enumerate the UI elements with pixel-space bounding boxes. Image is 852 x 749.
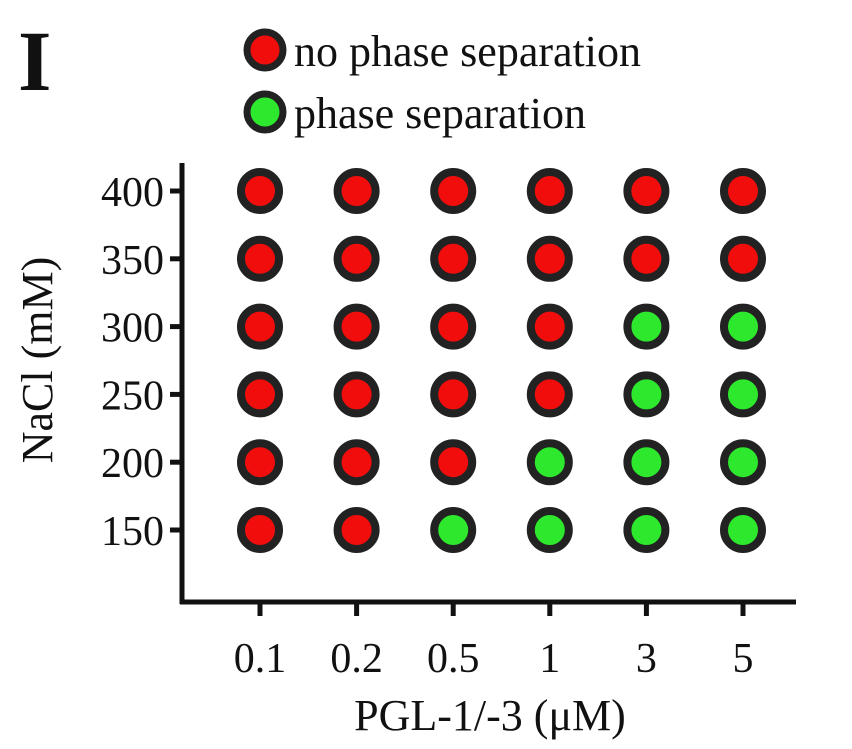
legend-label-no-phase-separation: no phase separation: [294, 27, 641, 76]
data-point: no phase separation: [333, 507, 380, 553]
data-point: no phase separation: [720, 168, 766, 214]
x-ticks: 0.1 0.2 0.5 1 3 5: [234, 602, 754, 682]
x-tick-label: 0.1: [234, 636, 287, 682]
data-point: no phase separation: [237, 235, 283, 282]
y-tick-label: 300: [101, 306, 164, 352]
legend: no phase separation phase separation: [243, 27, 641, 138]
data-point: phase separation: [720, 507, 766, 553]
data-point: no phase separation: [333, 303, 380, 350]
data-point: no phase separation: [237, 168, 283, 214]
data-point: no phase separation: [333, 235, 380, 282]
data-points: no phase separation no phase separation ph…: [237, 168, 766, 553]
y-ticks: 150 200 250 300 350 400: [101, 170, 182, 555]
data-point: no phase separation: [237, 507, 283, 553]
data-point: no phase separation: [430, 303, 477, 350]
data-point: no phase separation: [623, 168, 670, 214]
legend-marker-phase-separation: [243, 90, 287, 134]
data-point: no phase separation: [430, 439, 477, 486]
data-point: phase separation: [720, 439, 766, 486]
data-point: no phase separation: [333, 168, 380, 214]
data-point: no phase separation: [333, 439, 380, 486]
data-point: no phase separation: [526, 168, 573, 214]
data-point: no phase separation: [237, 371, 283, 418]
y-tick-label: 400: [101, 170, 164, 216]
panel-label: I: [18, 13, 51, 109]
data-point: phase separation: [623, 439, 670, 486]
y-tick-label: 250: [101, 373, 164, 419]
x-tick-label: 0.2: [330, 636, 383, 682]
data-point: phase separation: [623, 303, 670, 350]
data-point: no phase separation: [526, 371, 573, 418]
legend-label-phase-separation: phase separation: [294, 89, 586, 138]
x-tick-label: 3: [636, 636, 657, 682]
data-point: phase separation: [623, 371, 670, 418]
data-point: no phase separation: [333, 371, 380, 418]
y-tick-label: 350: [101, 238, 164, 284]
data-point: phase separation: [526, 507, 573, 553]
data-point: no phase separation: [430, 371, 477, 418]
y-tick-label: 200: [101, 441, 164, 487]
data-point: no phase separation: [237, 439, 283, 486]
legend-marker-no-phase-separation: [243, 28, 287, 72]
x-tick-label: 5: [733, 636, 754, 682]
data-point: no phase separation: [526, 235, 573, 282]
x-axis-title: PGL-1/-3 (μM): [354, 691, 626, 740]
x-tick-label: 1: [539, 636, 560, 682]
data-point: no phase separation: [623, 235, 670, 282]
y-axis-title: NaCl (mM): [13, 257, 62, 464]
data-point: phase separation: [720, 303, 766, 350]
data-point: phase separation: [526, 439, 573, 486]
data-point: no phase separation: [720, 235, 766, 282]
x-tick-label: 0.5: [427, 636, 480, 682]
data-point: no phase separation: [430, 168, 477, 214]
data-point: phase separation: [720, 371, 766, 418]
y-tick-label: 150: [101, 509, 164, 555]
data-point: no phase separation: [430, 235, 477, 282]
data-point: no phase separation: [237, 303, 283, 350]
data-point: phase separation: [623, 507, 670, 553]
data-point: phase separation: [430, 507, 477, 553]
data-point: no phase separation: [526, 303, 573, 350]
